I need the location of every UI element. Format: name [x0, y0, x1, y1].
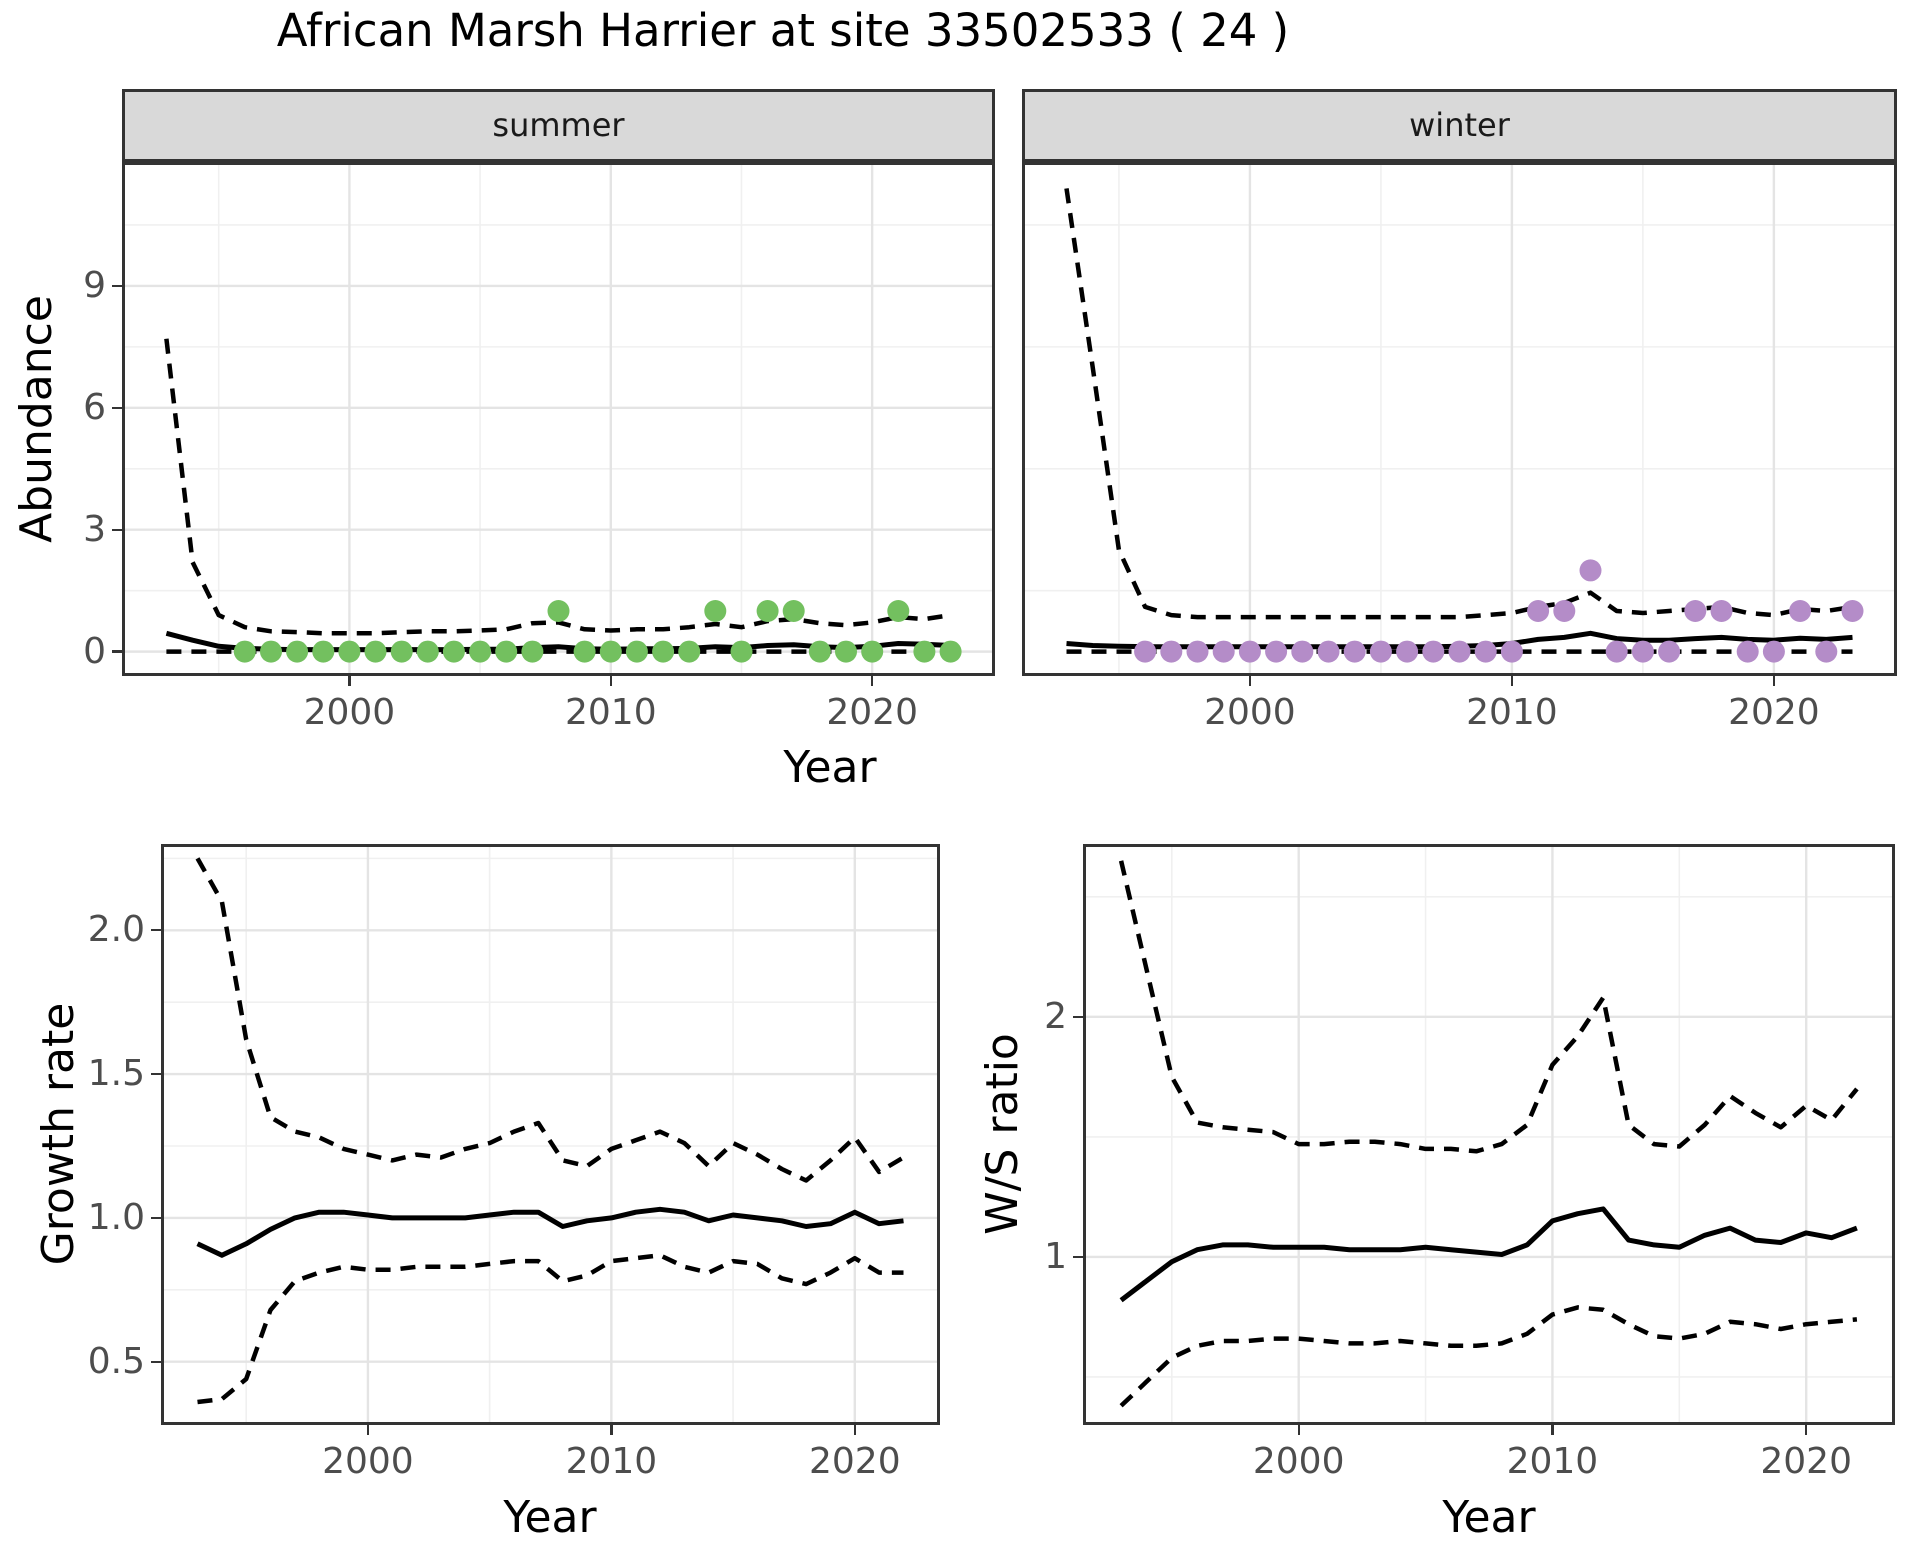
x-tick-label: 2000 — [1204, 692, 1296, 733]
y-tick-mark — [1073, 1255, 1083, 1259]
facet-strip-winter-label: winter — [1409, 106, 1510, 144]
x-tick-mark — [366, 1425, 370, 1435]
x-tick-label: 2010 — [564, 692, 657, 733]
ws-ratio-chart — [1083, 844, 1895, 1425]
plot-title: African Marsh Harrier at site 33502533 (… — [276, 4, 1290, 57]
x-tick-mark — [853, 1425, 856, 1435]
x-tick-mark — [610, 1425, 613, 1435]
x-tick-label: 2000 — [1252, 1441, 1345, 1482]
abundance-winter-chart — [1022, 162, 1897, 676]
x-tick-mark — [609, 676, 612, 686]
y-tick-label: 1 — [1044, 1235, 1067, 1277]
y-tick-label: 1.5 — [87, 1053, 145, 1095]
x-tick-label: 2010 — [565, 1441, 658, 1482]
y-tick-label: 9 — [83, 264, 106, 306]
y-tick-mark — [112, 284, 122, 288]
y-tick-mark — [1073, 1015, 1083, 1019]
y-tick-mark — [151, 929, 161, 932]
facet-strip-summer-label: summer — [492, 106, 625, 144]
y-tick-mark — [151, 1072, 161, 1076]
y-tick-mark — [112, 528, 122, 531]
abundance-summer-chart — [122, 162, 995, 676]
x-axis-title-year-top: Year — [783, 742, 877, 793]
x-tick-mark — [871, 676, 874, 686]
x-tick-mark — [1551, 1425, 1554, 1435]
facet-strip-summer: summer — [122, 89, 995, 162]
x-tick-label: 2020 — [808, 1441, 901, 1482]
x-tick-label: 2000 — [322, 1441, 414, 1482]
x-tick-mark — [1248, 676, 1252, 686]
x-tick-label: 2010 — [1506, 1441, 1599, 1482]
x-tick-label: 2020 — [1760, 1441, 1852, 1482]
x-tick-mark — [1772, 676, 1776, 686]
growth-rate-chart — [161, 844, 940, 1425]
x-tick-label: 2020 — [826, 692, 918, 733]
y-tick-label: 2 — [1044, 995, 1067, 1037]
y-tick-label: 2.0 — [87, 909, 145, 951]
y-tick-label: 1.0 — [87, 1196, 145, 1238]
y-tick-label: 0.5 — [87, 1340, 145, 1382]
y-tick-label: 3 — [83, 508, 106, 550]
y-tick-mark — [112, 406, 122, 409]
x-tick-mark — [1297, 1425, 1300, 1435]
y-tick-label: 6 — [83, 386, 106, 428]
y-tick-mark — [112, 650, 122, 653]
x-tick-mark — [1510, 676, 1514, 686]
x-axis-title-year-bottom-right: Year — [1442, 1492, 1536, 1543]
x-axis-title-year-bottom-left: Year — [503, 1492, 597, 1543]
x-tick-label: 2020 — [1728, 692, 1820, 733]
facet-strip-winter: winter — [1022, 89, 1897, 162]
y-tick-mark — [151, 1360, 161, 1363]
y-tick-label: 0 — [83, 630, 106, 672]
y-tick-mark — [151, 1216, 161, 1220]
x-tick-mark — [1805, 1425, 1808, 1435]
x-tick-label: 2000 — [303, 692, 396, 733]
x-tick-label: 2010 — [1466, 692, 1558, 733]
x-tick-mark — [348, 676, 351, 686]
